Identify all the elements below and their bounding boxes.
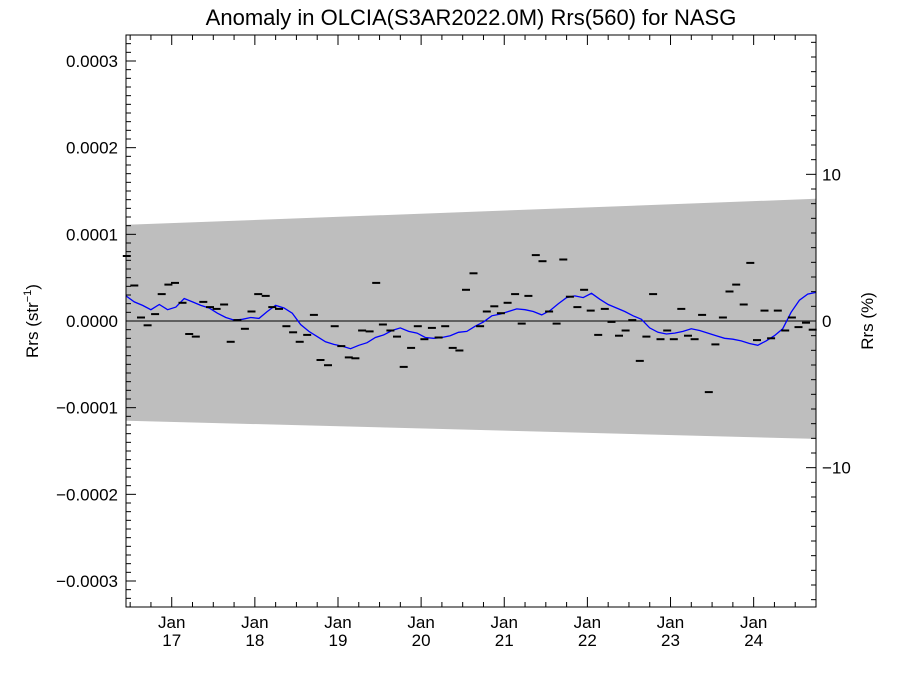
x-tick-year: 24: [744, 631, 763, 650]
points-layer: [122, 254, 817, 394]
y2-tick-label: 10: [822, 165, 841, 184]
x-tick-month: Jan: [491, 613, 518, 632]
x-tick-year: 19: [329, 631, 348, 650]
y2-axis-ticks: 10 0 −10: [806, 41, 851, 601]
y-tick-label: 0.0000: [66, 312, 118, 331]
x-tick-label: Jan 22: [574, 613, 601, 650]
y2-axis-label: Rrs (%): [858, 292, 877, 350]
y2-tick-label: 0: [822, 312, 831, 331]
y-tick-label: −0.0001: [56, 399, 118, 418]
y-tick-label: −0.0002: [56, 485, 118, 504]
x-tick-month: Jan: [657, 613, 684, 632]
y-axis-label-close: ): [23, 284, 42, 290]
x-tick-year: 22: [578, 631, 597, 650]
y2-tick-label: −10: [822, 459, 851, 478]
uncertainty-band: [126, 198, 816, 439]
y-axis-ticks: 0.0003 0.0002 0.0001 0.0000 −0.0001 −0.0002 −0…: [56, 34, 136, 608]
uncertainty-band-layer: [126, 198, 816, 439]
x-tick-year: 23: [661, 631, 680, 650]
y-axis-label: Rrs (str−1): [22, 284, 42, 358]
x-tick-label: Jan 21: [491, 613, 518, 650]
x-tick-label: Jan 20: [407, 613, 434, 650]
chart-title: Anomaly in OLCIA(S3AR2022.0M) Rrs(560) f…: [206, 5, 737, 30]
y-axis-label-text: Rrs (str: [23, 302, 42, 358]
x-tick-label: Jan 24: [740, 613, 767, 650]
x-tick-label: Jan 18: [241, 613, 268, 650]
x-tick-label: Jan 19: [324, 613, 351, 650]
x-tick-month: Jan: [740, 613, 767, 632]
x-tick-month: Jan: [574, 613, 601, 632]
x-tick-year: 18: [245, 631, 264, 650]
y-tick-label: −0.0003: [56, 572, 118, 591]
y-tick-label: 0.0002: [66, 139, 118, 158]
y-tick-label: 0.0003: [66, 52, 118, 71]
x-tick-month: Jan: [241, 613, 268, 632]
x-tick-year: 20: [412, 631, 431, 650]
x-tick-label: Jan 17: [158, 613, 185, 650]
x-tick-label: Jan 23: [657, 613, 684, 650]
x-tick-year: 21: [495, 631, 514, 650]
x-tick-month: Jan: [324, 613, 351, 632]
x-tick-month: Jan: [158, 613, 185, 632]
x-tick-month: Jan: [407, 613, 434, 632]
y-tick-label: 0.0001: [66, 225, 118, 244]
y-axis-label-superscript: −1: [22, 290, 34, 303]
x-tick-year: 17: [162, 631, 181, 650]
